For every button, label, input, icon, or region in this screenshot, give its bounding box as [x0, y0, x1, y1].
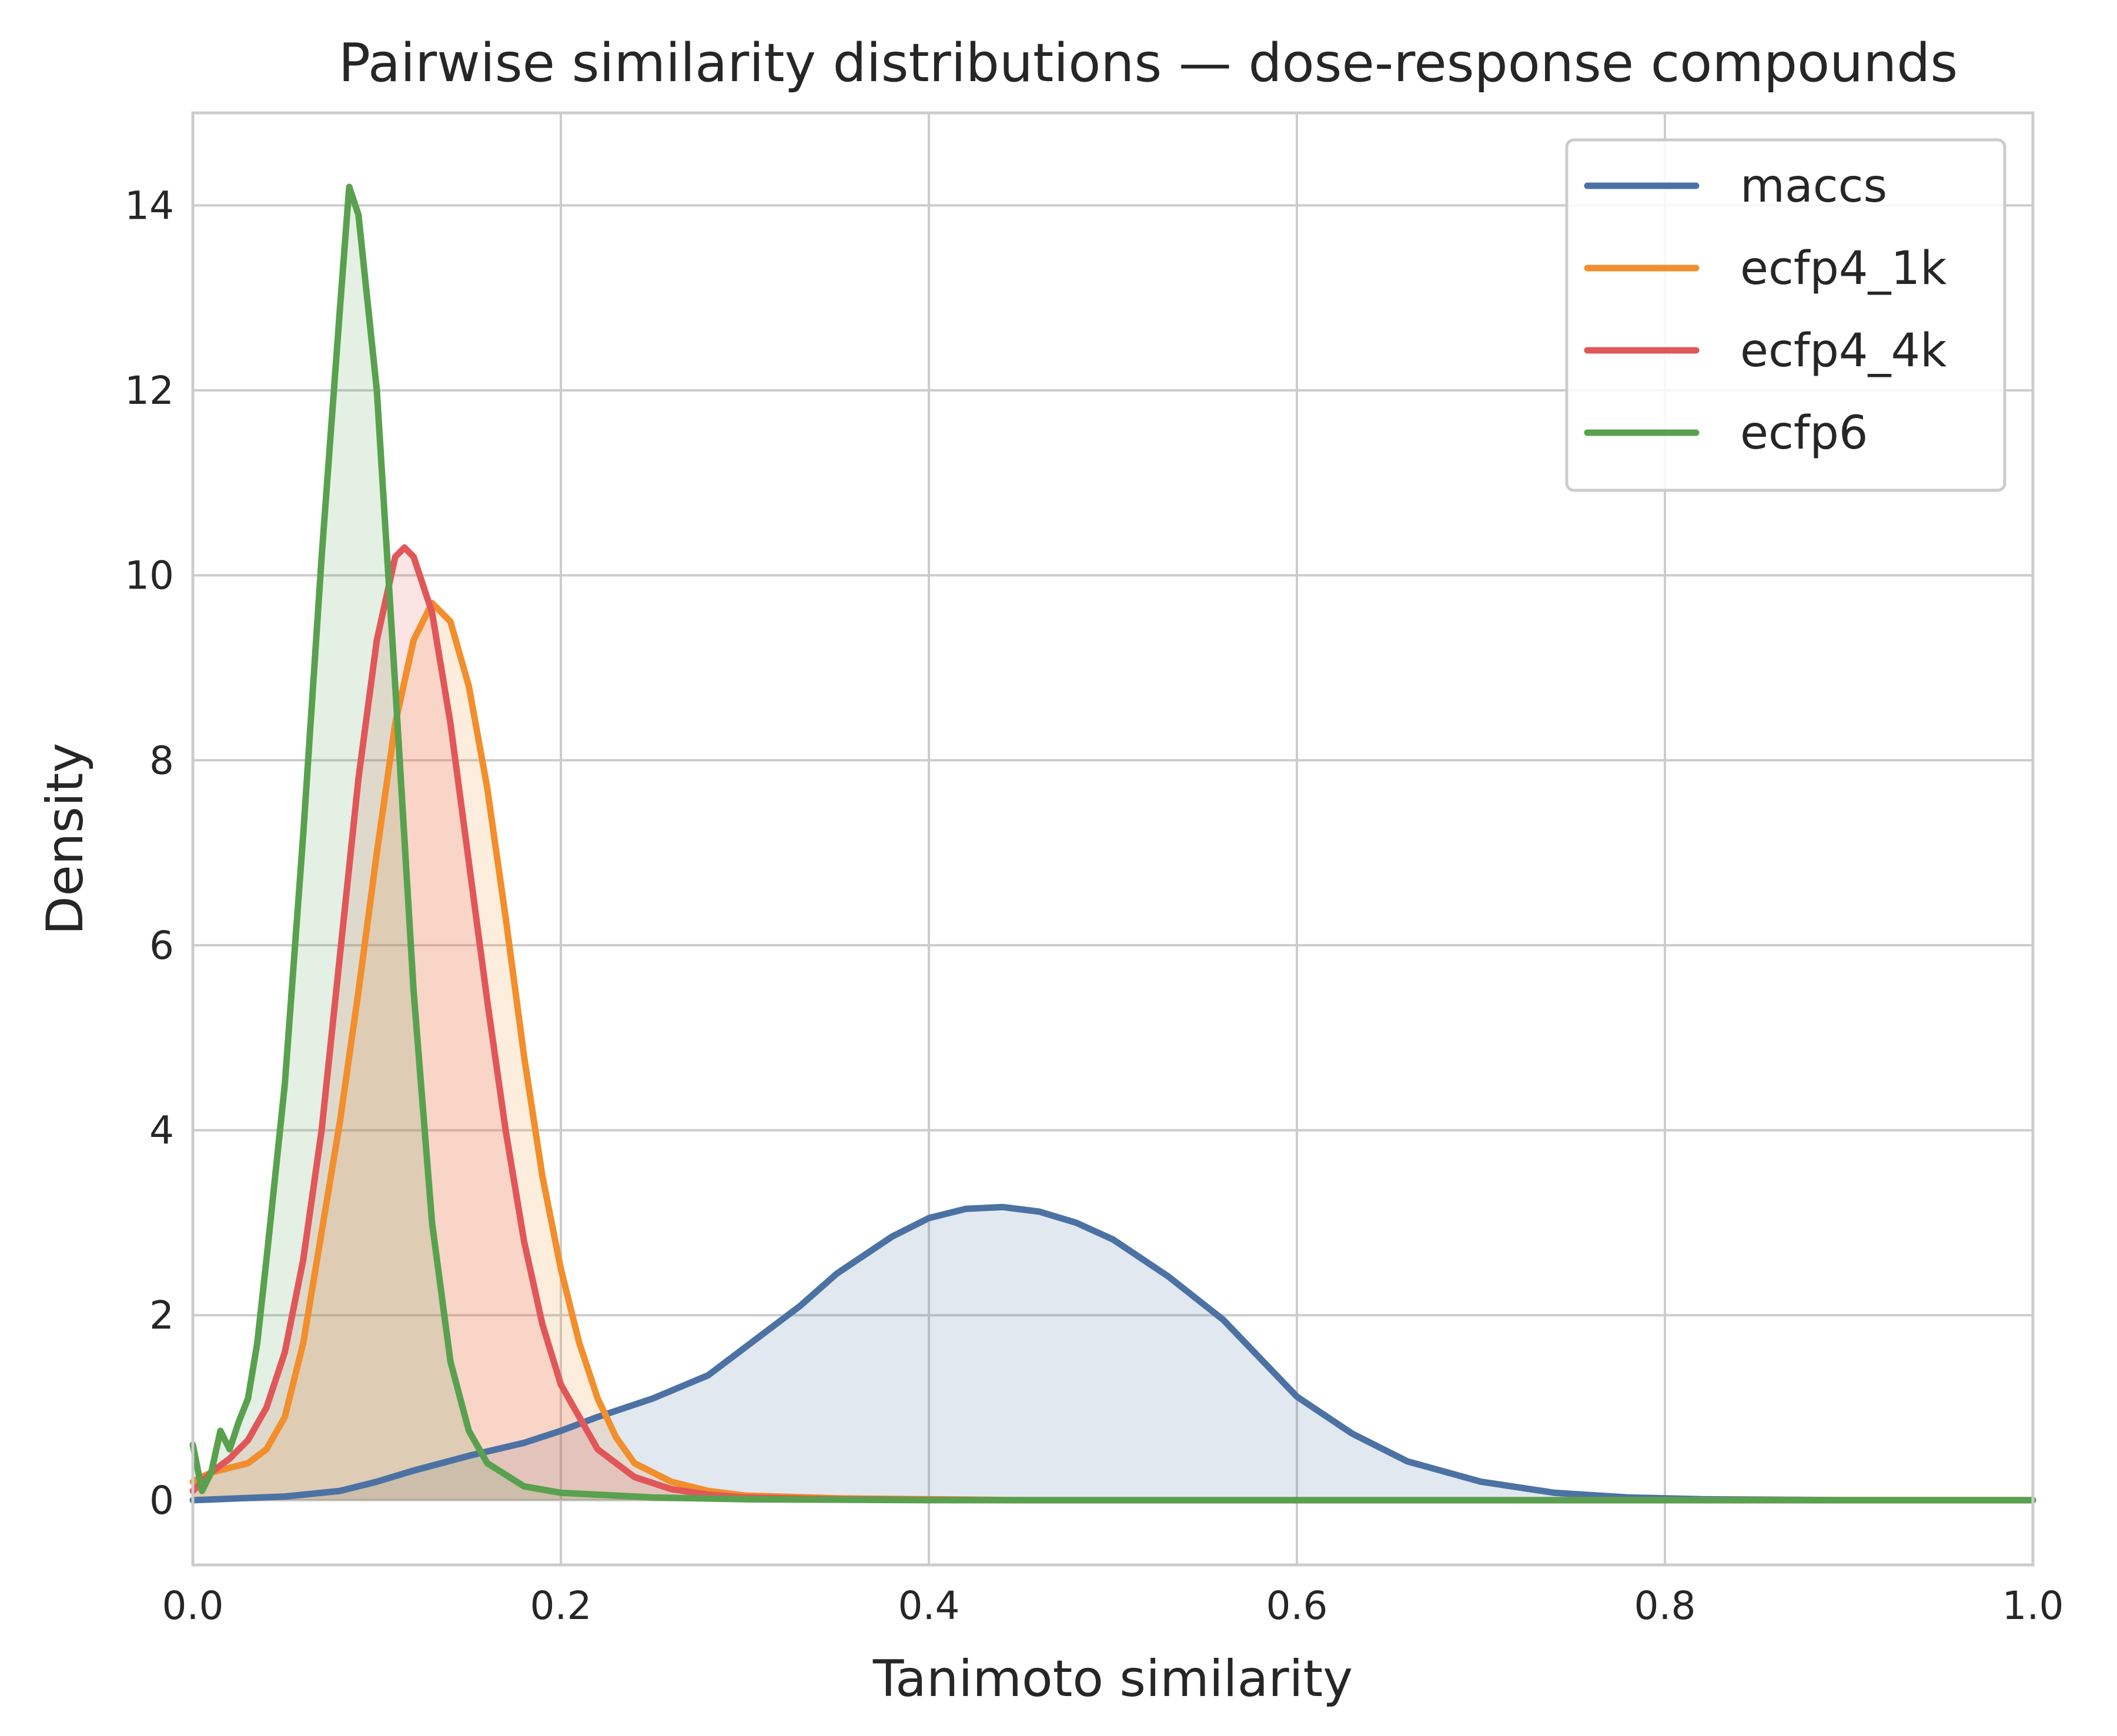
plot-frame [191, 111, 2035, 1567]
series-line-ecfp4_4k [189, 544, 2036, 1504]
y-tick-label: 6 [149, 923, 174, 968]
chart-title: Pairwise similarity distributions — dose… [339, 32, 1958, 94]
x-tick-label: 0.0 [162, 1583, 224, 1628]
series-fill-ecfp6 [193, 186, 2033, 1500]
legend-box [1565, 138, 2006, 492]
x-tick-label: 1.0 [2002, 1583, 2064, 1628]
legend: maccs ecfp4_1k ecfp4_4k ecfp6 [1565, 138, 2006, 492]
y-axis-label: Density [36, 743, 95, 935]
y-tick-label: 14 [125, 183, 174, 228]
series-fill-maccs [193, 1207, 2033, 1500]
x-tick-label: 0.4 [898, 1583, 960, 1628]
series-fill-ecfp4_1k [193, 603, 2033, 1500]
series-line-ecfp4_1k [189, 600, 2036, 1504]
legend-label-maccs: maccs [1740, 160, 1887, 213]
x-tick-label: 0.8 [1634, 1583, 1696, 1628]
y-tick-label: 12 [125, 368, 174, 413]
x-tick-label: 0.2 [530, 1583, 592, 1628]
y-tick-label: 8 [149, 738, 174, 783]
series-line-maccs [189, 1203, 2036, 1504]
y-tick-label: 0 [149, 1478, 174, 1523]
y-tick-label: 4 [149, 1108, 174, 1153]
tick-labels: 0.0 0.2 0.4 0.6 0.8 1.0 0 2 4 6 8 10 12 14 [125, 183, 2064, 1628]
series-line-ecfp6 [189, 183, 2036, 1504]
legend-label-ecfp6: ecfp6 [1740, 407, 1868, 460]
y-tick-label: 2 [149, 1293, 174, 1338]
x-axis-label: Tanimoto similarity [872, 1650, 1353, 1708]
series-lines [189, 183, 2036, 1504]
y-tick-label: 10 [125, 553, 174, 598]
x-tick-label: 0.6 [1266, 1583, 1328, 1628]
legend-label-ecfp4_4k: ecfp4_4k [1740, 325, 1947, 377]
legend-label-ecfp4_1k: ecfp4_1k [1740, 242, 1947, 295]
